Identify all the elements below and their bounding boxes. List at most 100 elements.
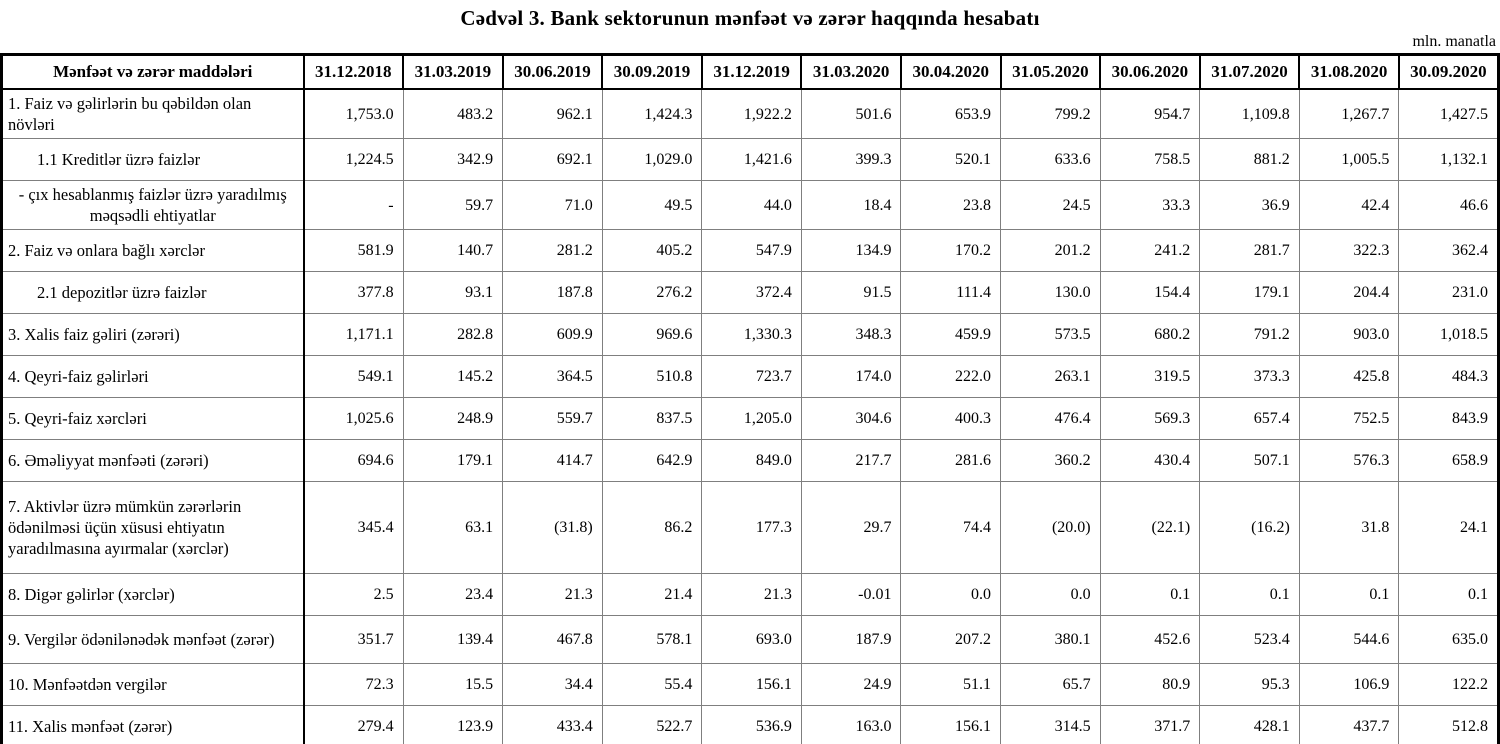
- value-cell: 373.3: [1199, 355, 1300, 398]
- row-label: 11. Xalis mənfəət (zərər): [0, 705, 305, 744]
- value-cell: 217.7: [800, 439, 902, 482]
- value-cell: 106.9: [1298, 663, 1400, 706]
- value-cell: 430.4: [1099, 439, 1201, 482]
- value-cell: 51.1: [900, 663, 1002, 706]
- value-cell: 371.7: [1099, 705, 1201, 744]
- value-cell: 140.7: [402, 229, 504, 272]
- value-cell: 559.7: [502, 397, 603, 440]
- value-cell: 573.5: [1000, 313, 1101, 356]
- value-cell: 322.3: [1298, 229, 1400, 272]
- table-row: 10. Mənfəətdən vergilər 72.3 15.5 34.4 55.4 1…: [0, 663, 1500, 706]
- value-cell: 372.4: [701, 271, 802, 314]
- row-label: 5. Qeyri-faiz xərcləri: [0, 397, 305, 440]
- value-cell: 1,427.5: [1398, 88, 1500, 139]
- row-label: 9. Vergilər ödənilənədək mənfəət (zərər): [0, 615, 305, 664]
- value-cell: (16.2): [1199, 481, 1300, 574]
- value-cell: 510.8: [601, 355, 703, 398]
- value-cell: 111.4: [900, 271, 1002, 314]
- value-cell: 351.7: [303, 615, 404, 664]
- value-cell: 752.5: [1298, 397, 1400, 440]
- value-cell: 241.2: [1099, 229, 1201, 272]
- value-cell: 364.5: [502, 355, 603, 398]
- value-cell: 549.1: [303, 355, 404, 398]
- value-cell: 635.0: [1398, 615, 1500, 664]
- value-cell: 281.6: [900, 439, 1002, 482]
- value-cell: 483.2: [402, 88, 504, 139]
- value-cell: 791.2: [1199, 313, 1300, 356]
- table-row: 1.1 Kreditlər üzrə faizlər 1,224.5 342.9 69…: [0, 138, 1500, 181]
- value-cell: 609.9: [502, 313, 603, 356]
- value-cell: 1,205.0: [701, 397, 802, 440]
- value-cell: 400.3: [900, 397, 1002, 440]
- column-header: 30.06.2019: [501, 53, 604, 90]
- table-header: Mənfəət və zərər maddələri 31.12.2018 31.0…: [0, 53, 1500, 90]
- table-row: 5. Qeyri-faiz xərcləri 1,025.6 248.9 559.7 8…: [0, 397, 1500, 440]
- value-cell: 314.5: [1000, 705, 1101, 744]
- value-cell: 1,224.5: [303, 138, 404, 181]
- value-cell: 362.4: [1398, 229, 1500, 272]
- value-cell: 18.4: [800, 180, 902, 230]
- value-cell: 642.9: [601, 439, 703, 482]
- value-cell: 1,005.5: [1298, 138, 1400, 181]
- value-cell: 633.6: [1000, 138, 1101, 181]
- value-cell: 145.2: [402, 355, 504, 398]
- value-cell: 1,029.0: [601, 138, 703, 181]
- value-cell: 23.4: [402, 573, 504, 616]
- value-cell: 93.1: [402, 271, 504, 314]
- row-label: 8. Digər gəlirlər (xərclər): [0, 573, 305, 616]
- value-cell: 21.3: [701, 573, 802, 616]
- value-cell: 578.1: [601, 615, 703, 664]
- value-cell: 201.2: [1000, 229, 1101, 272]
- data-table: Mənfəət və zərər maddələri 31.12.2018 31.0…: [0, 53, 1500, 744]
- value-cell: 1,018.5: [1398, 313, 1500, 356]
- value-cell: 163.0: [800, 705, 902, 744]
- value-cell: 281.2: [502, 229, 603, 272]
- value-cell: 263.1: [1000, 355, 1101, 398]
- column-header: 31.03.2020: [800, 53, 902, 90]
- value-cell: (22.1): [1099, 481, 1201, 574]
- row-label: 7. Aktivlər üzrə mümkün zərərlərin ödəni…: [0, 481, 305, 574]
- value-cell: 71.0: [502, 180, 603, 230]
- table-row: 1. Faiz və gəlirlərin bu qəbildən olan n…: [0, 88, 1500, 139]
- value-cell: 24.1: [1398, 481, 1500, 574]
- value-cell: 658.9: [1398, 439, 1500, 482]
- value-cell: 547.9: [701, 229, 802, 272]
- value-cell: 903.0: [1298, 313, 1400, 356]
- value-cell: 405.2: [601, 229, 703, 272]
- table-row: 7. Aktivlər üzrə mümkün zərərlərin ödəni…: [0, 481, 1500, 574]
- value-cell: 1,922.2: [701, 88, 802, 139]
- value-cell: 187.9: [800, 615, 902, 664]
- value-cell: 657.4: [1199, 397, 1300, 440]
- row-label: 1. Faiz və gəlirlərin bu qəbildən olan n…: [0, 88, 305, 139]
- value-cell: 231.0: [1398, 271, 1500, 314]
- value-cell: 345.4: [303, 481, 404, 574]
- row-label: 10. Mənfəətdən vergilər: [0, 663, 305, 706]
- value-cell: 428.1: [1199, 705, 1300, 744]
- value-cell: 692.1: [502, 138, 603, 181]
- value-cell: 0.1: [1099, 573, 1201, 616]
- value-cell: 484.3: [1398, 355, 1500, 398]
- value-cell: 360.2: [1000, 439, 1101, 482]
- column-header: 30.09.2019: [601, 53, 703, 90]
- column-header: 31.03.2019: [402, 53, 504, 90]
- value-cell: 380.1: [1000, 615, 1101, 664]
- value-cell: 758.5: [1099, 138, 1201, 181]
- value-cell: 467.8: [502, 615, 603, 664]
- column-header: 31.07.2020: [1198, 53, 1301, 90]
- value-cell: 1,330.3: [701, 313, 802, 356]
- value-cell: 130.0: [1000, 271, 1101, 314]
- value-cell: 512.8: [1398, 705, 1500, 744]
- value-cell: 134.9: [800, 229, 902, 272]
- value-cell: 536.9: [701, 705, 802, 744]
- value-cell: 15.5: [402, 663, 504, 706]
- value-cell: 74.4: [900, 481, 1002, 574]
- table-row: 2. Faiz və onlara bağlı xərclər 581.9 140.…: [0, 229, 1500, 272]
- value-cell: 24.9: [800, 663, 902, 706]
- table-row: 4. Qeyri-faiz gəlirləri 549.1 145.2 364.5 51…: [0, 355, 1500, 398]
- stub-header: Mənfəət və zərər maddələri: [0, 53, 305, 90]
- value-cell: 433.4: [502, 705, 603, 744]
- value-cell: 179.1: [402, 439, 504, 482]
- value-cell: 507.1: [1199, 439, 1300, 482]
- value-cell: 34.4: [502, 663, 603, 706]
- value-cell: 1,753.0: [303, 88, 404, 139]
